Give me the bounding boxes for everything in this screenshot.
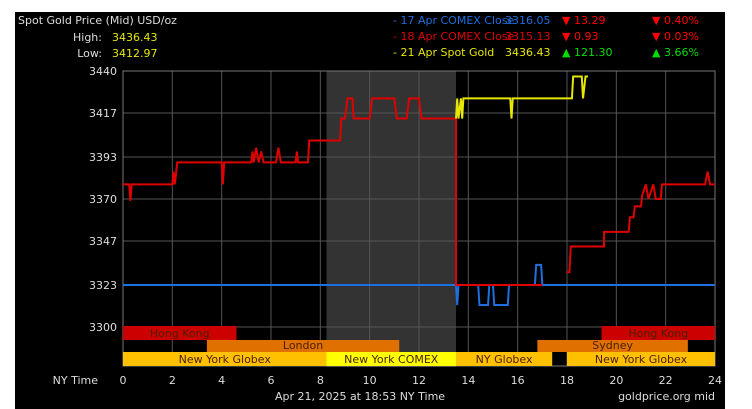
session-bar [456, 352, 553, 366]
shaded-session [326, 71, 456, 367]
session-label: London [283, 339, 323, 352]
y-tick-label: 3393 [89, 151, 117, 164]
x-tick-label: 20 [609, 374, 623, 387]
x-tick-label: 18 [560, 374, 574, 387]
session-label: Hong Kong [628, 327, 688, 340]
x-tick-label: 22 [659, 374, 673, 387]
legend-percent: ▼ 0.40% [652, 14, 699, 27]
x-axis-label: NY Time [53, 374, 99, 387]
x-tick-label: 10 [363, 374, 377, 387]
session-label: NY Globex [476, 353, 533, 366]
y-tick-label: 3440 [89, 65, 117, 78]
session-label: Sydney [592, 339, 633, 352]
series-line [123, 97, 543, 286]
series-line [455, 75, 588, 119]
legend-change: ▼ 13.29 [562, 14, 605, 27]
session-label: Hong Kong [150, 327, 210, 340]
legend-label: - 17 Apr COMEX Close [393, 14, 514, 27]
x-tick-label: 16 [511, 374, 525, 387]
x-tick-label: 8 [317, 374, 324, 387]
y-tick-label: 3300 [89, 321, 117, 334]
legend-price: 3316.05 [505, 14, 551, 27]
x-tick-label: 24 [708, 374, 722, 387]
x-tick-label: 6 [268, 374, 275, 387]
legend-percent: ▲ 3.66% [652, 46, 699, 59]
legend-change: ▲ 121.30 [562, 46, 612, 59]
y-tick-label: 3347 [89, 235, 117, 248]
series-line [567, 171, 715, 274]
low-label: Low: [77, 47, 102, 60]
session-bar [567, 352, 715, 366]
session-label: New York COMEX [344, 353, 439, 366]
session-bar [123, 326, 237, 340]
x-tick-label: 2 [169, 374, 176, 387]
session-bar [206, 340, 400, 352]
x-tick-label: 14 [461, 374, 475, 387]
session-bar [537, 340, 688, 352]
source-label: goldprice.org mid [618, 390, 715, 403]
x-tick-label: 0 [120, 374, 127, 387]
session-label: New York Globex [179, 353, 272, 366]
legend-label: - 18 Apr COMEX Close [393, 30, 514, 43]
legend-change: ▼ 0.93 [562, 30, 598, 43]
legend-label: - 21 Apr Spot Gold [393, 46, 494, 59]
legend-price: 3315.13 [505, 30, 551, 43]
y-tick-label: 3417 [89, 107, 117, 120]
y-tick-label: 3323 [89, 279, 117, 292]
timestamp: Apr 21, 2025 at 18:53 NY Time [275, 390, 445, 403]
x-tick-label: 12 [412, 374, 426, 387]
low-value: 3412.97 [112, 47, 158, 60]
y-tick-label: 3370 [89, 193, 117, 206]
session-bar [326, 352, 456, 366]
legend-percent: ▼ 0.03% [652, 30, 699, 43]
chart-title: Spot Gold Price (Mid) USD/oz [18, 14, 177, 27]
high-label: High: [73, 31, 102, 44]
session-label: New York Globex [595, 353, 688, 366]
legend-price: 3436.43 [505, 46, 551, 59]
session-bar [601, 326, 715, 340]
session-bar [123, 352, 327, 366]
high-value: 3436.43 [112, 31, 158, 44]
x-tick-label: 4 [218, 374, 225, 387]
